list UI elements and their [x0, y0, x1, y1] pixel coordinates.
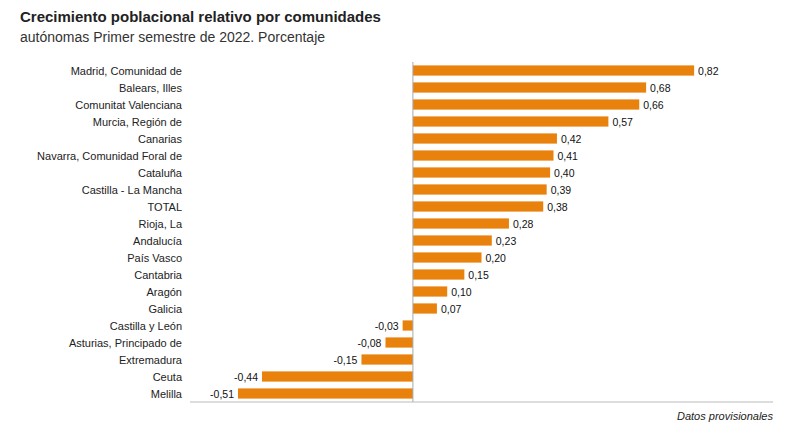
bar — [385, 337, 412, 347]
data-label: 0,40 — [554, 167, 575, 179]
y-tick-label: TOTAL — [148, 201, 182, 213]
y-tick-label: Canarias — [138, 133, 183, 145]
y-tick-label: Balears, Illes — [119, 82, 182, 94]
bar — [413, 269, 464, 279]
annotation: Datos provisionales — [677, 410, 773, 422]
data-label: 0,10 — [451, 286, 472, 298]
y-tick-label: País Vasco — [127, 252, 182, 264]
bar — [413, 133, 557, 143]
y-tick-label: Castilla - La Mancha — [82, 184, 183, 196]
bar — [413, 167, 550, 177]
y-tick-label: Comunitat Valenciana — [75, 99, 183, 111]
chart: Crecimiento poblacional relativo por com… — [0, 0, 803, 432]
y-tick-label: Navarra, Comunidad Foral de — [37, 150, 182, 162]
y-tick-label: Ceuta — [153, 371, 183, 383]
bar — [413, 235, 492, 245]
data-label: -0,44 — [234, 371, 258, 383]
bar — [413, 99, 639, 109]
data-label: 0,41 — [558, 150, 579, 162]
y-tick-label: Extremadura — [119, 354, 183, 366]
data-label: 0,15 — [468, 269, 489, 281]
data-label: 0,20 — [486, 252, 507, 264]
data-label: 0,57 — [612, 116, 633, 128]
data-label: 0,39 — [551, 184, 572, 196]
y-tick-label: Castilla y León — [110, 320, 182, 332]
y-tick-label: Cantabria — [134, 269, 183, 281]
bar — [413, 184, 547, 194]
bar — [413, 218, 509, 228]
zero-line — [412, 62, 413, 402]
y-tick-label: Murcia, Región de — [93, 116, 182, 128]
data-label: 0,66 — [643, 99, 664, 111]
bar — [413, 116, 608, 126]
data-label: 0,68 — [650, 82, 671, 94]
bar — [361, 354, 412, 364]
title: Crecimiento poblacional relativo por com… — [20, 8, 381, 25]
chart-container: Crecimiento poblacional relativo por com… — [0, 0, 803, 432]
bar — [413, 65, 694, 75]
bars — [238, 65, 694, 398]
bar — [262, 371, 413, 381]
y-tick-label: Cataluña — [138, 167, 183, 179]
data-label: -0,08 — [358, 337, 382, 349]
bar — [403, 320, 413, 330]
data-label: 0,07 — [441, 303, 462, 315]
bar — [413, 82, 646, 92]
x-axis-line — [190, 402, 773, 403]
bar — [413, 252, 482, 262]
bar — [413, 303, 437, 313]
bar — [413, 150, 554, 160]
y-tick-label: Rioja, La — [139, 218, 183, 230]
y-tick-label: Andalucía — [133, 235, 183, 247]
data-label: 0,42 — [561, 133, 582, 145]
subtitle: autónomas Primer semestre de 2022. Porce… — [20, 29, 325, 45]
y-tick-label: Aragón — [147, 286, 182, 298]
data-label: -0,15 — [334, 354, 358, 366]
y-tick-label: Asturias, Principado de — [69, 337, 182, 349]
data-label: -0,51 — [210, 388, 234, 400]
y-tick-label: Melilla — [151, 388, 183, 400]
y-tick-label: Galicia — [148, 303, 183, 315]
bar — [413, 286, 447, 296]
data-label: -0,03 — [375, 320, 399, 332]
y-tick-label: Madrid, Comunidad de — [71, 65, 182, 77]
bar — [413, 201, 543, 211]
bar — [238, 388, 413, 398]
data-label: 0,38 — [547, 201, 568, 213]
data-label: 0,28 — [513, 218, 534, 230]
data-label: 0,23 — [496, 235, 517, 247]
data-label: 0,82 — [698, 65, 719, 77]
